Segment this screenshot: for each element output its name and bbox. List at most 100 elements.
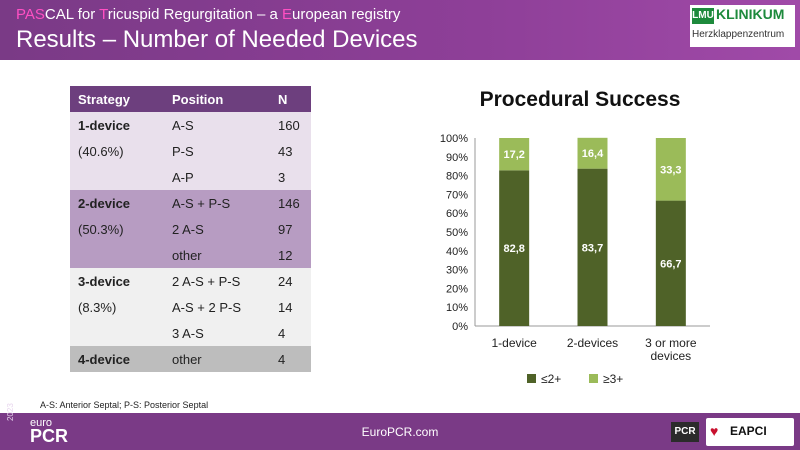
subtitle-segment: PAS [16, 6, 45, 23]
cell-n: 3 [270, 164, 311, 190]
cell-position: A-S + P-S [164, 190, 270, 216]
subtitle-segment: E [281, 6, 292, 23]
cell-n: 160 [270, 112, 311, 138]
cell-strategy: 3-device [70, 268, 164, 294]
y-tick-label: 70% [446, 189, 468, 201]
y-tick-label: 90% [446, 152, 468, 164]
legend-label: ≥3+ [603, 372, 623, 386]
eapci-logo: ♥ EAPCI [706, 418, 794, 446]
cell-n: 14 [270, 294, 311, 320]
bar-segment-le2 [499, 170, 530, 326]
subtitle-segment: T [99, 6, 108, 23]
lmu-klinikum-logo: LMU KLINIKUM Herzklappenzentrum [690, 5, 795, 47]
data-label: 82,8 [503, 243, 524, 255]
cell-strategy: (40.6%) [70, 138, 164, 164]
stacked-bar-chart: 0% 10% 20% 30% 40% 50% 60% 70% 80% 90% 100% 82,8 17,… [440, 133, 710, 386]
y-tick-label: 20% [446, 283, 468, 295]
header-strategy: Strategy [70, 86, 164, 112]
y-tick-label: 30% [446, 265, 468, 277]
cell-strategy [70, 164, 164, 190]
slide-title: Results – Number of Needed Devices [16, 26, 418, 53]
bar-segment-ge3 [499, 138, 530, 171]
data-label: 33,3 [660, 164, 681, 176]
y-tick-label: 0% [452, 321, 468, 333]
subtitle-segment: CAL for [44, 6, 100, 23]
y-tick-label: 50% [446, 227, 468, 239]
cell-position: A-S [164, 112, 270, 138]
logo-name: KLINIKUM [716, 6, 785, 22]
data-label: 83,7 [582, 242, 603, 254]
bar-segment-le2 [577, 168, 608, 326]
cell-n: 24 [270, 268, 311, 294]
bar-segment-ge3 [655, 138, 686, 201]
cell-strategy: 1-device [70, 112, 164, 138]
table-row: other 12 [70, 242, 311, 268]
heart-icon: ♥ [710, 423, 719, 439]
devices-table: Strategy Position N 1-device A-S 160 (40.6%… [70, 86, 311, 372]
cell-position: 2 A-S [164, 216, 270, 242]
legend-swatch [527, 374, 536, 383]
header-n: N [270, 86, 311, 112]
cell-n: 146 [270, 190, 311, 216]
legend-swatch [589, 374, 598, 383]
y-tick-label: 60% [446, 208, 468, 220]
cell-position: 3 A-S [164, 320, 270, 346]
subtitle-segment: uropean registry [292, 6, 401, 23]
footer-year: 2023 [6, 403, 15, 421]
header-bar [0, 0, 800, 60]
cell-position: 2 A-S + P-S [164, 268, 270, 294]
cell-strategy [70, 320, 164, 346]
cell-position: other [164, 346, 270, 372]
europcr-logo-big: PCR [30, 426, 69, 446]
table-row: (50.3%) 2 A-S 97 [70, 216, 311, 242]
subtitle-segment: ricuspid Regurgitation – a [107, 6, 282, 23]
table-row: A-P 3 [70, 164, 311, 190]
table-row: 3-device 2 A-S + P-S 24 [70, 268, 311, 294]
y-tick-label: 80% [446, 171, 468, 183]
table-row: 4-device other 4 [70, 346, 311, 372]
site-url: EuroPCR.com [361, 425, 439, 439]
slide-subtitle: PASCAL for Tricuspid Regurgitation – a E… [16, 6, 400, 23]
table-row: 2-device A-S + P-S 146 [70, 190, 311, 216]
cell-strategy [70, 242, 164, 268]
table-header-row: Strategy Position N [70, 86, 311, 112]
cell-n: 43 [270, 138, 311, 164]
pcr-badge-logo: PCR [671, 422, 699, 442]
europcr-logo-small: euro [30, 417, 53, 429]
x-tick-label: 3 or more [645, 336, 697, 350]
table-row: (40.6%) P-S 43 [70, 138, 311, 164]
cell-strategy: (8.3%) [70, 294, 164, 320]
logo-mark: LMU [692, 8, 714, 24]
table-row: 3 A-S 4 [70, 320, 311, 346]
footnote: A-S: Anterior Septal; P-S: Posterior Sep… [40, 400, 209, 410]
header-position: Position [164, 86, 270, 112]
chart-title: Procedural Success [479, 88, 681, 111]
footer-bar [0, 413, 800, 450]
logo-subtitle: Herzklappenzentrum [692, 29, 785, 40]
eapci-label: EAPCI [730, 424, 767, 438]
x-tick-label: 2-devices [567, 336, 618, 350]
cell-strategy: 2-device [70, 190, 164, 216]
cell-n: 97 [270, 216, 311, 242]
data-label: 16,4 [582, 148, 604, 160]
y-tick-label: 10% [446, 302, 468, 314]
table-row: 1-device A-S 160 [70, 112, 311, 138]
cell-n: 4 [270, 320, 311, 346]
x-tick-label: devices [650, 349, 691, 363]
cell-position: A-P [164, 164, 270, 190]
cell-position: P-S [164, 138, 270, 164]
table-row: (8.3%) A-S + 2 P-S 14 [70, 294, 311, 320]
cell-strategy: 4-device [70, 346, 164, 372]
cell-n: 12 [270, 242, 311, 268]
data-label: 17,2 [503, 149, 524, 161]
data-label: 66,7 [660, 258, 681, 270]
legend-label: ≤2+ [541, 372, 561, 386]
bar-segment-le2 [655, 200, 686, 326]
cell-n: 4 [270, 346, 311, 372]
x-tick-label: 1-device [491, 336, 537, 350]
cell-strategy: (50.3%) [70, 216, 164, 242]
y-tick-label: 100% [440, 133, 468, 145]
cell-position: other [164, 242, 270, 268]
y-tick-label: 40% [446, 246, 468, 258]
cell-position: A-S + 2 P-S [164, 294, 270, 320]
